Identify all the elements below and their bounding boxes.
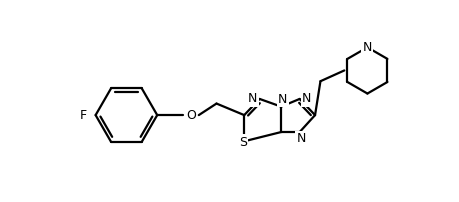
Text: N: N: [247, 93, 257, 105]
Text: O: O: [186, 109, 196, 122]
Text: N: N: [277, 93, 287, 106]
Text: S: S: [238, 136, 246, 148]
Text: N: N: [296, 133, 305, 145]
Text: N: N: [301, 93, 311, 105]
Text: F: F: [79, 109, 87, 122]
Text: N: N: [362, 41, 371, 54]
